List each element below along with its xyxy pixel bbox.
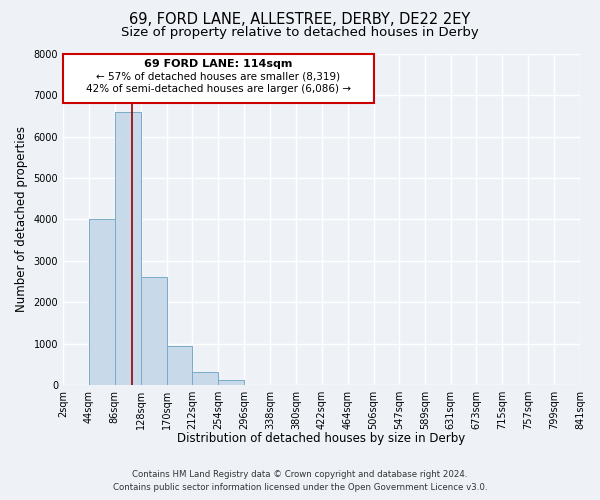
- Text: 42% of semi-detached houses are larger (6,086) →: 42% of semi-detached houses are larger (…: [86, 84, 351, 94]
- Text: Size of property relative to detached houses in Derby: Size of property relative to detached ho…: [121, 26, 479, 39]
- Bar: [89, 220, 115, 385]
- Bar: [140, 278, 167, 385]
- Text: Contains HM Land Registry data © Crown copyright and database right 2024.
Contai: Contains HM Land Registry data © Crown c…: [113, 470, 487, 492]
- Bar: [193, 372, 218, 385]
- Text: 69, FORD LANE, ALLESTREE, DERBY, DE22 2EY: 69, FORD LANE, ALLESTREE, DERBY, DE22 2E…: [130, 12, 470, 28]
- Bar: [218, 380, 244, 385]
- Text: ← 57% of detached houses are smaller (8,319): ← 57% of detached houses are smaller (8,…: [96, 72, 340, 82]
- Text: 69 FORD LANE: 114sqm: 69 FORD LANE: 114sqm: [144, 59, 293, 69]
- Y-axis label: Number of detached properties: Number of detached properties: [15, 126, 28, 312]
- Bar: [167, 346, 193, 385]
- FancyBboxPatch shape: [63, 54, 374, 103]
- Bar: [115, 112, 140, 385]
- X-axis label: Distribution of detached houses by size in Derby: Distribution of detached houses by size …: [178, 432, 466, 445]
